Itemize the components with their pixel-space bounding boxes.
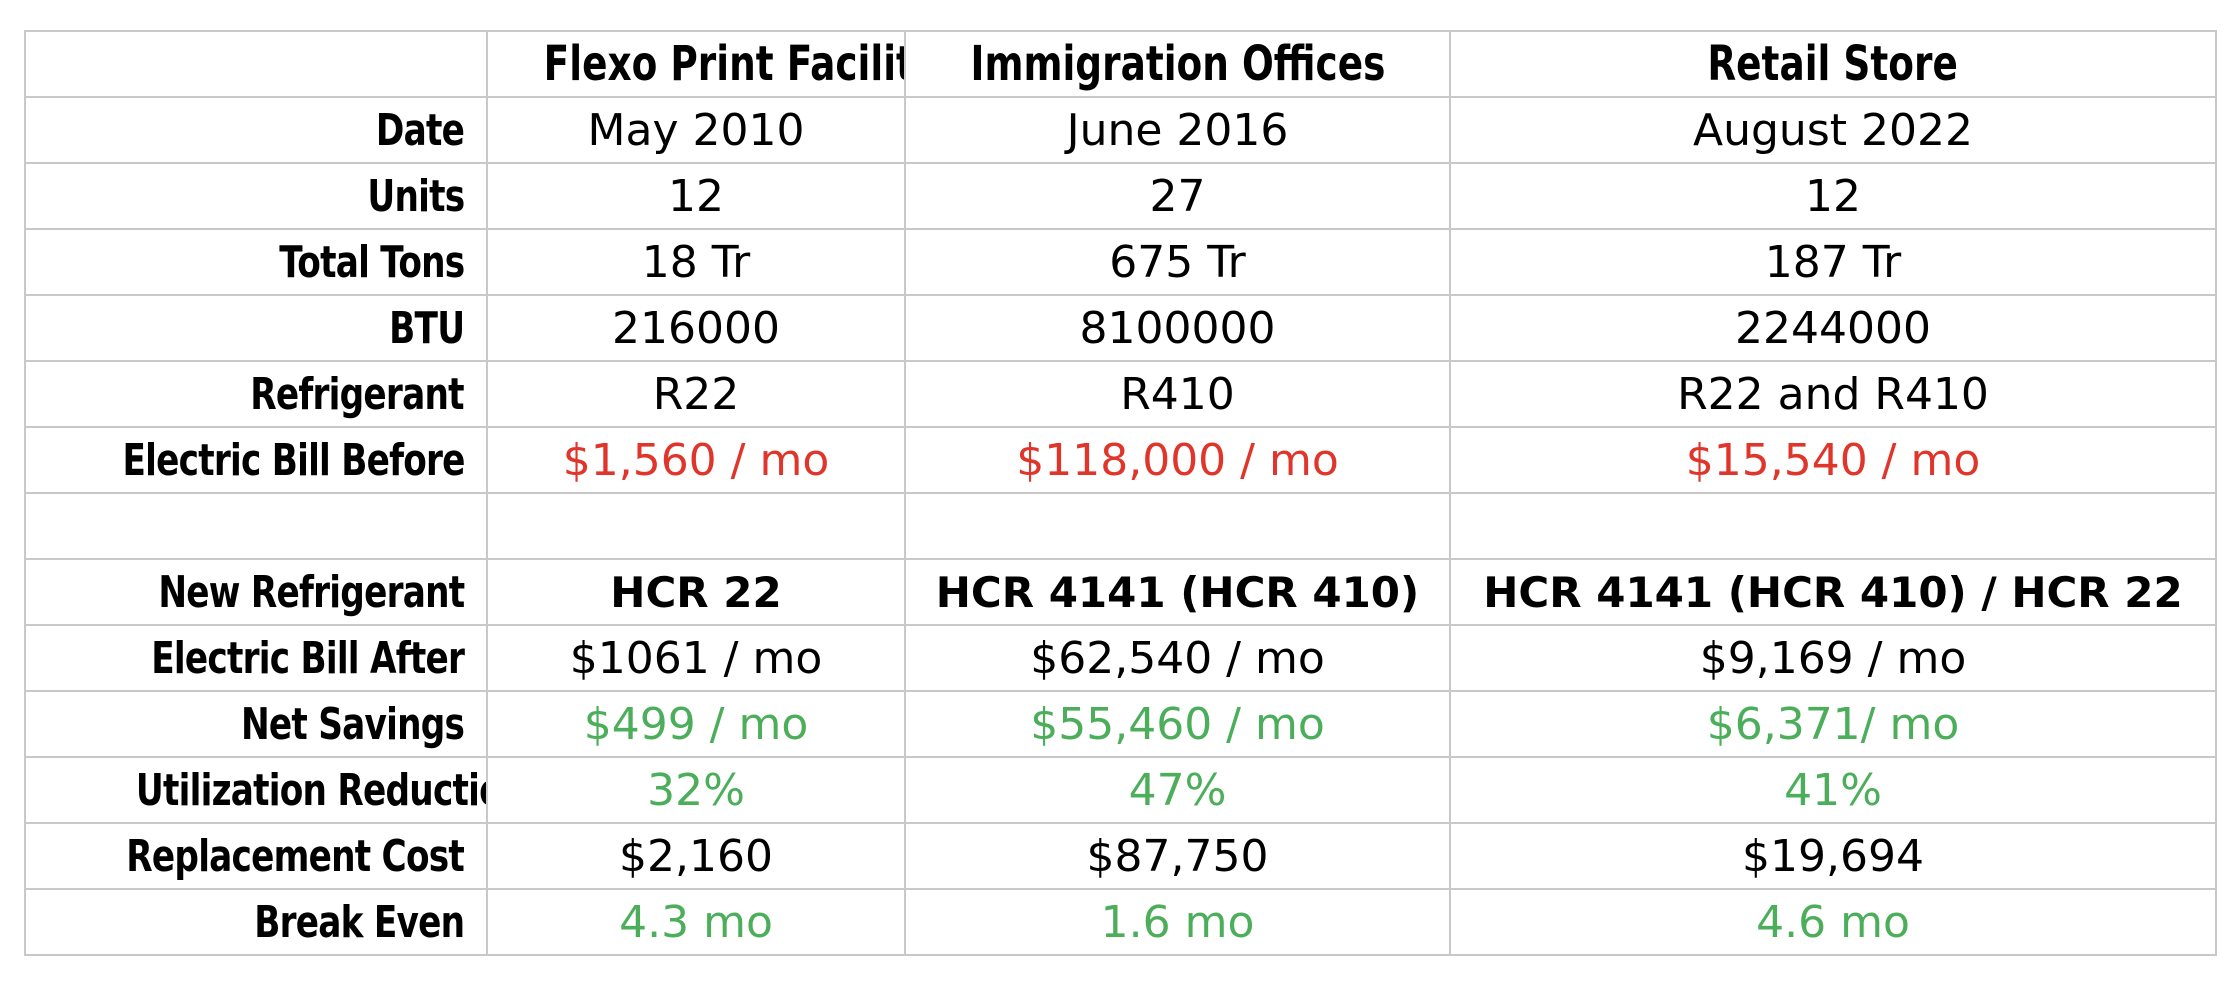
table-cell: $499 / mo xyxy=(486,690,906,758)
table-cell: $6,371/ mo xyxy=(1449,690,2217,758)
row-label: Units xyxy=(24,162,488,230)
table-cell: $2,160 xyxy=(486,822,906,890)
table-cell: 27 xyxy=(904,162,1451,230)
corner-cell xyxy=(24,30,488,98)
table-row: Total Tons 18 Tr 675 Tr 187 Tr xyxy=(24,228,2217,296)
table-cell: $15,540 / mo xyxy=(1449,426,2217,494)
table-cell: 41% xyxy=(1449,756,2217,824)
table-row xyxy=(24,492,2217,560)
table-cell xyxy=(486,492,906,560)
row-label: Refrigerant xyxy=(24,360,488,428)
row-label: Break Even xyxy=(24,888,488,956)
table-cell: $118,000 / mo xyxy=(904,426,1451,494)
table-cell: 12 xyxy=(1449,162,2217,230)
table-cell: $1061 / mo xyxy=(486,624,906,692)
table-row: BTU 216000 8100000 2244000 xyxy=(24,294,2217,362)
table-cell: $9,169 / mo xyxy=(1449,624,2217,692)
table-cell: $19,694 xyxy=(1449,822,2217,890)
table-cell: $87,750 xyxy=(904,822,1451,890)
table-row: Units 12 27 12 xyxy=(24,162,2217,230)
table-cell: 18 Tr xyxy=(486,228,906,296)
row-label: Electric Bill Before xyxy=(24,426,488,494)
table-cell: HCR 22 xyxy=(486,558,906,626)
table-cell: 675 Tr xyxy=(904,228,1451,296)
row-label: Total Tons xyxy=(24,228,488,296)
table-cell: 4.3 mo xyxy=(486,888,906,956)
table-row: Date May 2010 June 2016 August 2022 xyxy=(24,96,2217,164)
table-row: New Refrigerant HCR 22 HCR 4141 (HCR 410) H… xyxy=(24,558,2217,626)
column-header: Immigration Offices xyxy=(904,30,1451,98)
row-label: Date xyxy=(24,96,488,164)
comparison-table-wrapper: Flexo Print Facility Immigration Offices… xyxy=(24,30,2217,956)
table-row: Electric Bill After $1061 / mo $62,540 / m… xyxy=(24,624,2217,692)
table-row: Replacement Cost $2,160 $87,750 $19,694 xyxy=(24,822,2217,890)
table-cell: 32% xyxy=(486,756,906,824)
table-cell xyxy=(904,492,1451,560)
table-cell: $62,540 / mo xyxy=(904,624,1451,692)
table-cell: June 2016 xyxy=(904,96,1451,164)
row-label: Replacement Cost xyxy=(24,822,488,890)
row-label: Utilization Reduction xyxy=(24,756,488,824)
table-cell xyxy=(1449,492,2217,560)
table-cell: 187 Tr xyxy=(1449,228,2217,296)
table-cell: R410 xyxy=(904,360,1451,428)
table-cell: R22 and R410 xyxy=(1449,360,2217,428)
table-cell: 2244000 xyxy=(1449,294,2217,362)
table-cell: 8100000 xyxy=(904,294,1451,362)
comparison-table: Flexo Print Facility Immigration Offices… xyxy=(24,30,2217,956)
row-label: Net Savings xyxy=(24,690,488,758)
table-row: Net Savings $499 / mo $55,460 / mo $6,371/ … xyxy=(24,690,2217,758)
table-cell: $1,560 / mo xyxy=(486,426,906,494)
table-cell: R22 xyxy=(486,360,906,428)
row-label: New Refrigerant xyxy=(24,558,488,626)
table-cell: 47% xyxy=(904,756,1451,824)
row-label: BTU xyxy=(24,294,488,362)
column-header: Retail Store xyxy=(1449,30,2217,98)
row-label: Electric Bill After xyxy=(24,624,488,692)
table-cell: 12 xyxy=(486,162,906,230)
table-cell: August 2022 xyxy=(1449,96,2217,164)
table-row: Refrigerant R22 R410 R22 and R410 xyxy=(24,360,2217,428)
table-cell: HCR 4141 (HCR 410) xyxy=(904,558,1451,626)
table-row: Electric Bill Before $1,560 / mo $118,000 … xyxy=(24,426,2217,494)
table-cell: 4.6 mo xyxy=(1449,888,2217,956)
table-cell: 1.6 mo xyxy=(904,888,1451,956)
table-row: Utilization Reduction 32% 47% 41% xyxy=(24,756,2217,824)
table-row: Break Even 4.3 mo 1.6 mo 4.6 mo xyxy=(24,888,2217,956)
table-cell: $55,460 / mo xyxy=(904,690,1451,758)
column-header: Flexo Print Facility xyxy=(486,30,906,98)
header-row: Flexo Print Facility Immigration Offices… xyxy=(24,30,2217,98)
table-cell: May 2010 xyxy=(486,96,906,164)
table-cell: HCR 4141 (HCR 410) / HCR 22 xyxy=(1449,558,2217,626)
row-label xyxy=(24,492,488,560)
table-cell: 216000 xyxy=(486,294,906,362)
